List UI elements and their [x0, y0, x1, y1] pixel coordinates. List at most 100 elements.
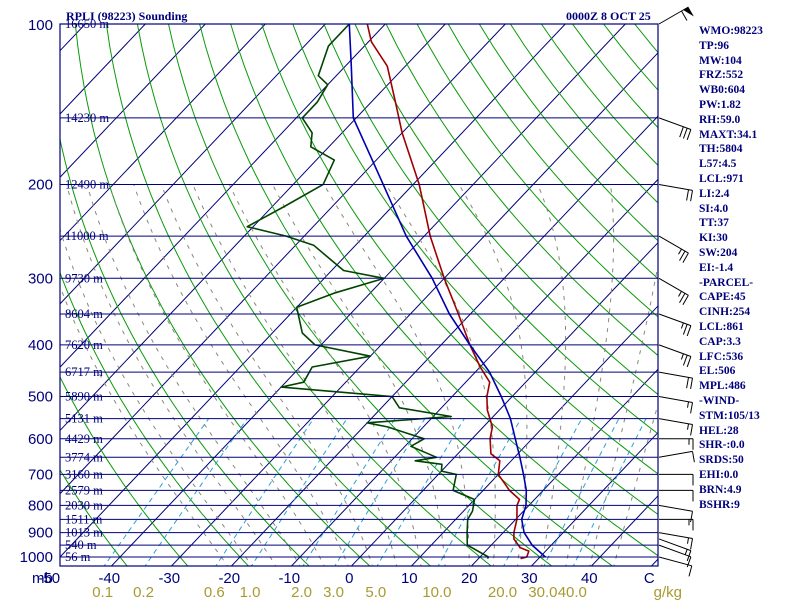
dry-adiabats	[60, 24, 658, 566]
wind-barb-feather	[682, 355, 688, 366]
wind-barbs	[658, 6, 695, 577]
pressure-tick-label: 100	[28, 17, 53, 34]
index-item: LCL:971	[699, 172, 744, 185]
height-label: 1013 m	[65, 526, 103, 540]
index-item: L57:4.5	[699, 158, 737, 171]
height-label: 12490 m	[65, 177, 109, 191]
dry-adiabat-line	[323, 24, 658, 435]
wind-barb-staff	[658, 450, 693, 458]
wind-barb	[658, 489, 694, 502]
isotherm-line	[60, 24, 266, 242]
wind-barb-staff	[658, 235, 689, 254]
height-label: 9730 m	[65, 271, 103, 285]
dry-adiabat-line	[261, 24, 658, 516]
height-label: 5131 m	[65, 412, 103, 426]
moist-adiabat-line	[108, 184, 325, 566]
mixing-ratio-label: 40.0	[558, 584, 587, 600]
wind-barb-feather	[682, 252, 689, 263]
height-label: 540 m	[65, 538, 97, 552]
dry-adiabat-line	[60, 271, 250, 566]
wind-barb	[658, 504, 693, 523]
height-label: 2030 m	[65, 498, 103, 512]
pressure-labels: 100 200 300 400 500 600 700 800 900 1000	[20, 17, 53, 566]
isotherm-line	[350, 241, 658, 566]
dry-adiabat-line	[416, 24, 658, 318]
index-item: LI:2.4	[699, 187, 730, 200]
index-item: -PARCEL-	[699, 276, 754, 289]
station-title: RPLI (98223) Sounding	[66, 9, 188, 23]
wind-barb-feather	[686, 550, 692, 562]
dry-adiabat-line	[447, 24, 658, 280]
wind-barb-feather	[686, 325, 692, 337]
wind-barb-feather	[690, 378, 693, 389]
moist-adiabat-line	[537, 184, 567, 566]
index-item: BSHR:9	[699, 498, 740, 511]
mixing-ratio-label: 10.0	[422, 584, 451, 600]
wind-barb	[658, 277, 689, 306]
wind-barb-half-feather	[687, 423, 689, 430]
parcel-line	[348, 24, 546, 558]
height-label: 3160 m	[65, 467, 103, 481]
wind-barb-feather	[690, 190, 693, 202]
dry-adiabat-line	[60, 136, 310, 566]
index-list: WMO:98223 TP:96 MW:104 FRZ:552 WB0:604 PW:1.8…	[699, 24, 763, 512]
mixing-ratio-line	[334, 418, 426, 566]
temperature-tick-label: 30	[521, 570, 538, 587]
wind-barb	[658, 438, 694, 450]
height-labels: 16650 m 14230 m 12490 m 11000 m 9730 m 8604 m…	[65, 17, 109, 564]
mixing-ratio-label: 0.6	[204, 584, 225, 600]
wind-barb-staff	[658, 418, 693, 425]
index-item: CAPE:45	[699, 291, 746, 304]
wind-barb-staff	[658, 538, 692, 552]
pressure-tick-label: 700	[28, 466, 53, 483]
mixing-ratio-label: 0.2	[133, 584, 154, 600]
dry-adiabat-line	[105, 24, 432, 566]
height-label: 14230 m	[65, 111, 109, 125]
wind-barb-feather	[690, 424, 693, 436]
wind-barb-flag	[683, 7, 694, 17]
dry-adiabat-line	[199, 24, 614, 566]
index-item: MAXT:34.1	[699, 128, 758, 141]
wind-barb-feather	[690, 538, 693, 550]
wind-barb-feather	[686, 189, 689, 201]
wind-barb-feather	[690, 402, 693, 414]
moist-adiabat-line	[160, 184, 374, 566]
wind-barb-feather	[682, 324, 688, 335]
pressure-unit-label: mb	[32, 570, 53, 587]
index-item: STM:105/13	[699, 409, 760, 422]
wind-barb-staff	[658, 504, 693, 512]
index-item: SW:204	[699, 246, 738, 259]
wind-barb-half-feather	[680, 322, 684, 329]
profiles	[246, 24, 546, 560]
wind-barb-half-feather	[680, 353, 684, 360]
height-label: 6717 m	[65, 365, 103, 379]
pressure-tick-label: 200	[28, 176, 53, 193]
dry-adiabat-line	[74, 24, 371, 566]
isotherm-line	[60, 24, 206, 178]
height-label: 5890 m	[65, 390, 103, 404]
temperature-tick-label: -30	[158, 570, 180, 587]
wind-barb	[658, 473, 694, 486]
wind-barb-feather	[688, 565, 693, 577]
index-item: CAP:3.3	[699, 335, 741, 348]
moist-adiabat-line	[66, 184, 277, 566]
wind-barb-staff	[658, 183, 693, 191]
height-label: 2579 m	[65, 483, 103, 497]
mixing-ratio-label: 30.0	[528, 584, 557, 600]
height-label: 11000 m	[65, 229, 109, 243]
wind-barb	[658, 235, 689, 263]
moist-adiabat-line	[385, 184, 496, 566]
wind-barb-staff	[658, 277, 689, 296]
wind-barb-half-feather	[684, 549, 688, 556]
wind-barb-half-feather	[687, 537, 689, 544]
height-label: 16650 m	[65, 17, 109, 31]
index-item: HEL:28	[699, 424, 739, 437]
height-label: 8604 m	[65, 307, 103, 321]
temperature-tick-label: 0	[345, 570, 353, 587]
wind-barb-feather	[690, 511, 693, 523]
mixing-ratio-unit-label: g/kg	[654, 584, 682, 600]
wind-barb-feather	[686, 129, 692, 140]
dewpoint-line	[246, 24, 490, 559]
dry-adiabat-line	[168, 24, 553, 566]
isotherm-line	[230, 115, 658, 566]
